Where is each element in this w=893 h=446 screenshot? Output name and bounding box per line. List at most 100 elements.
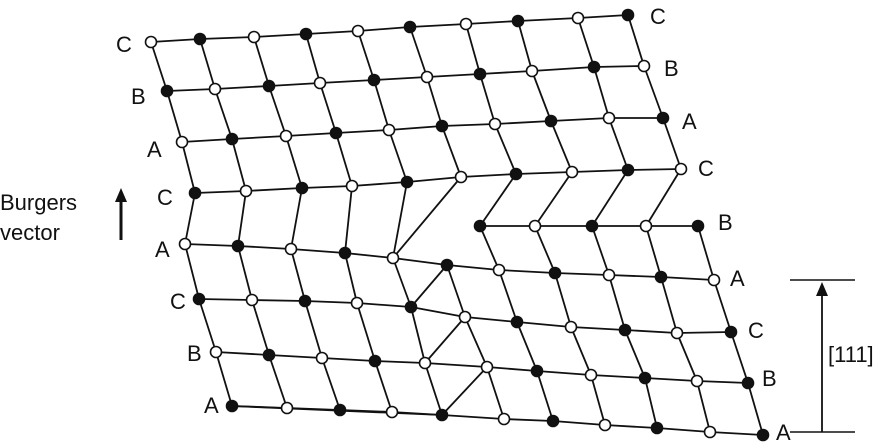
vertical-bond	[516, 321, 538, 372]
vertical-bond	[150, 41, 168, 92]
horizontal-bond	[552, 420, 606, 426]
vertical-bond	[356, 302, 376, 362]
layer-label-right: B	[718, 210, 733, 235]
horizontal-bond	[593, 65, 645, 68]
open-atom	[602, 111, 616, 125]
open-atom	[637, 59, 651, 73]
vertical-bond	[536, 370, 554, 422]
vertical-bond	[534, 171, 573, 227]
horizontal-bond	[406, 176, 462, 183]
filled-atom	[585, 219, 599, 233]
open-atom	[386, 251, 400, 265]
horizontal-bond	[515, 171, 573, 175]
vertical-bond	[268, 85, 287, 137]
vertical-bond	[697, 225, 715, 281]
horizontal-bond	[503, 418, 554, 422]
burgers-arrow-head-icon	[115, 188, 127, 202]
filled-atom	[295, 181, 309, 195]
horizontal-bond	[357, 26, 411, 32]
filled-atom	[440, 258, 454, 272]
vertical-bond	[424, 362, 443, 416]
vertical-bond	[321, 357, 341, 411]
horizontal-bond	[486, 366, 538, 372]
open-atom	[690, 374, 704, 388]
vertical-bond	[494, 123, 517, 175]
layer-label-right: A	[776, 420, 791, 445]
vertical-bond	[550, 120, 573, 173]
vertical-bond	[608, 117, 629, 171]
vertical-bond	[479, 173, 517, 227]
filled-atom	[262, 79, 276, 93]
horizontal-bond	[410, 264, 448, 308]
layer-label-right: A	[730, 266, 745, 291]
horizontal-bond	[245, 187, 303, 192]
horizontal-bond	[441, 123, 496, 127]
open-atom	[525, 64, 539, 78]
vertical-bond	[392, 181, 408, 259]
filled-atom	[544, 114, 558, 128]
filled-atom	[160, 84, 174, 98]
filled-atom	[435, 408, 449, 422]
core-bond	[392, 176, 462, 259]
horizontal-bond	[304, 300, 358, 304]
filled-atom	[404, 300, 418, 314]
horizontal-bond	[214, 85, 270, 90]
layer-label-left: C	[116, 32, 132, 57]
filled-atom	[650, 421, 664, 435]
horizontal-bond	[494, 120, 552, 125]
horizontal-bond	[498, 269, 556, 274]
vertical-bond	[660, 276, 678, 334]
horizontal-bond	[604, 424, 658, 429]
vertical-bond	[645, 225, 662, 278]
open-atom	[208, 82, 222, 96]
horizontal-bond	[531, 66, 595, 72]
vertical-bond	[590, 374, 606, 426]
vertical-bond	[251, 299, 270, 356]
vertical-bond	[253, 36, 270, 87]
burgers-label-line1: Burgers	[0, 190, 77, 215]
open-atom	[707, 273, 721, 287]
open-atom	[674, 162, 688, 176]
horizontal-bond	[321, 357, 376, 362]
horizontal-bond	[388, 125, 443, 131]
vertical-bond	[373, 79, 390, 131]
filled-atom	[329, 126, 343, 140]
vertical-bond	[643, 65, 664, 119]
horizontal-bond	[426, 73, 481, 78]
horizontal-bond	[290, 248, 346, 254]
vertical-bond	[184, 243, 200, 300]
open-atom	[703, 425, 717, 439]
vertical-bond	[577, 17, 595, 68]
vertical-bond	[344, 252, 358, 304]
filled-atom	[193, 32, 207, 46]
open-atom	[497, 412, 511, 426]
filled-atom	[741, 376, 755, 390]
filled-atom	[299, 27, 313, 41]
vertical-bond	[237, 190, 247, 247]
open-atom	[571, 11, 585, 25]
open-atom	[315, 351, 329, 365]
vertical-bond	[730, 331, 749, 384]
open-atom	[459, 17, 473, 31]
vertical-bond	[593, 66, 610, 119]
open-atom	[420, 70, 434, 84]
horizontal-bond	[660, 276, 715, 281]
horizontal-bond	[517, 17, 579, 22]
horizontal-bond	[536, 370, 592, 376]
core-bond	[441, 414, 505, 420]
layer-label-left: C	[170, 289, 186, 314]
open-atom	[351, 24, 365, 38]
horizontal-bond	[231, 135, 287, 140]
vertical-bond	[676, 332, 698, 382]
horizontal-bond	[356, 302, 412, 308]
vertical-bond	[344, 185, 353, 254]
filled-atom	[724, 325, 738, 339]
filled-atom	[231, 239, 245, 253]
vertical-bond	[285, 135, 303, 189]
filled-atom	[188, 186, 202, 200]
horizontal-bond	[570, 326, 626, 331]
horizontal-bond	[305, 30, 359, 35]
open-atom	[279, 129, 293, 143]
open-atom	[313, 76, 327, 90]
